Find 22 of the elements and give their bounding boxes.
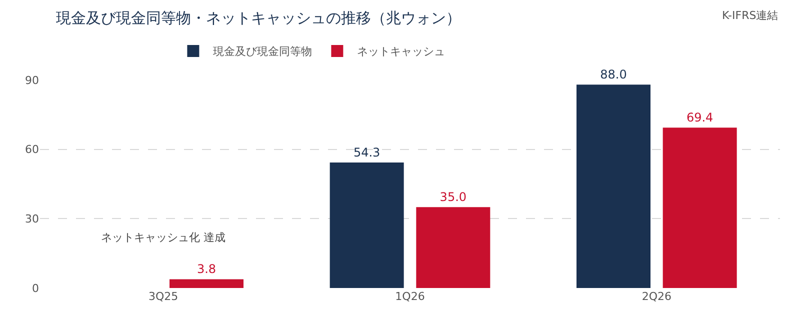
- data-label: 3.8: [196, 262, 216, 276]
- y-tick-label: 90: [25, 74, 39, 87]
- data-label: 54.3: [353, 146, 380, 160]
- data-label: 69.4: [686, 110, 714, 125]
- bar: [416, 207, 490, 288]
- x-tick-label: 2Q26: [642, 290, 672, 303]
- bar: [330, 162, 404, 288]
- y-tick-label: 0: [32, 282, 39, 295]
- legend-label: 現金及び現金同等物: [213, 45, 312, 58]
- text: K-IFRS連結: [722, 9, 778, 22]
- y-tick-label: 30: [25, 212, 39, 226]
- y-tick-label: 60: [25, 143, 39, 156]
- data-label: 35.0: [440, 190, 467, 204]
- data-label: 88.0: [600, 68, 627, 82]
- bar: [170, 279, 244, 288]
- legend-label: ネットキャッシュ: [357, 45, 446, 58]
- bar: [662, 128, 737, 288]
- chart-title: 現金及び現金同等物・ネットキャッシュの推移（兆ウォン）: [56, 9, 461, 28]
- x-tick-label: 1Q26: [395, 290, 425, 303]
- x-tick-label: 3Q25: [148, 290, 178, 303]
- bar: [576, 84, 650, 288]
- annotation: ネットキャッシュ化 達成: [101, 231, 226, 244]
